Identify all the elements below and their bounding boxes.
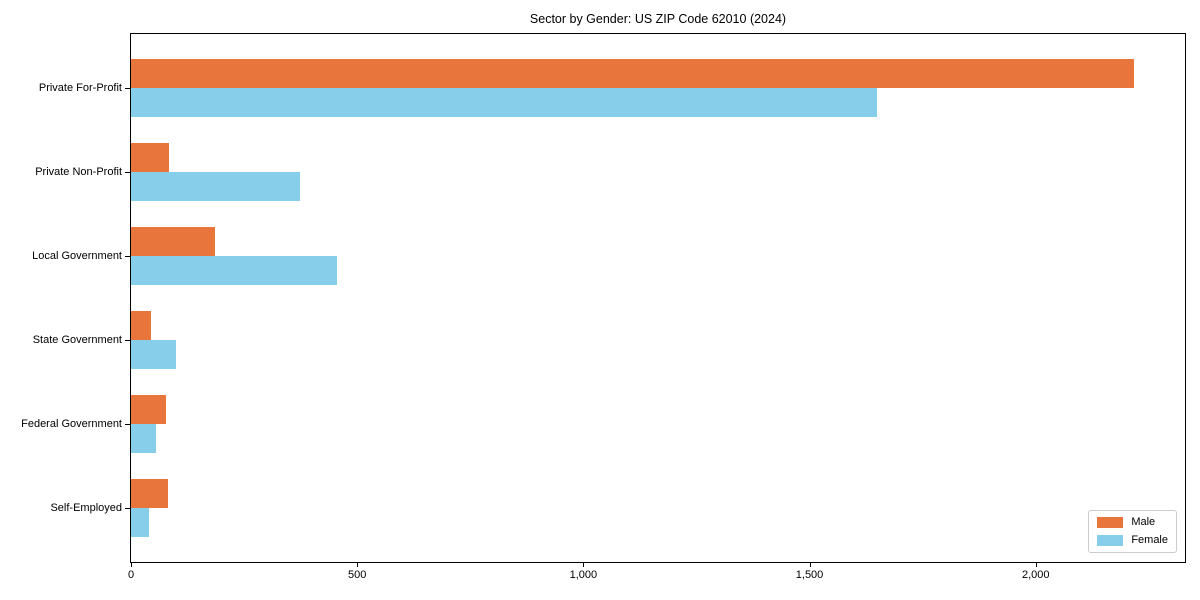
- female-bar-private-for-profit: [131, 88, 877, 117]
- legend-label-female: Female: [1131, 534, 1168, 546]
- x-axis-tick: [1035, 563, 1037, 567]
- female-bar-self-employed: [131, 508, 150, 537]
- x-axis-tick-label: 0: [127, 569, 135, 581]
- male-bar-private-non-profit: [131, 143, 169, 172]
- y-axis-tick: [125, 256, 130, 257]
- y-axis-label-private-for-profit: Private For-Profit: [38, 82, 122, 94]
- legend: Male Female: [1088, 510, 1177, 553]
- x-axis-tick: [809, 563, 811, 567]
- x-axis-tick-label: 1,000: [569, 569, 598, 581]
- x-axis-tick: [131, 563, 132, 567]
- y-axis-label-private-non-profit: Private Non-Profit: [35, 166, 122, 178]
- y-axis-label-self-employed: Self-Employed: [50, 502, 122, 514]
- female-bar-local-government: [131, 256, 338, 285]
- male-bar-federal-government: [131, 395, 166, 424]
- x-axis-tick: [583, 563, 585, 567]
- x-axis-tick-label: 500: [347, 569, 367, 581]
- x-axis-tick: [357, 563, 359, 567]
- legend-item-male: Male: [1097, 516, 1168, 529]
- male-bar-state-government: [131, 311, 151, 340]
- male-bar-local-government: [131, 227, 216, 256]
- x-axis-tick-label: 2,000: [1021, 569, 1050, 581]
- y-axis-tick: [125, 172, 130, 173]
- y-axis-label-state-government: State Government: [32, 334, 122, 346]
- legend-swatch-male: [1097, 517, 1124, 528]
- chart-title: Sector by Gender: US ZIP Code 62010 (202…: [529, 12, 787, 26]
- legend-swatch-female: [1097, 535, 1124, 546]
- legend-label-male: Male: [1131, 516, 1156, 528]
- y-axis-label-federal-government: Federal Government: [21, 418, 122, 430]
- female-bar-federal-government: [131, 424, 156, 453]
- x-axis-tick-label: 1,500: [795, 569, 824, 581]
- male-bar-self-employed: [131, 479, 168, 508]
- female-bar-state-government: [131, 340, 176, 369]
- y-axis-tick: [125, 508, 130, 509]
- female-bar-private-non-profit: [131, 172, 300, 201]
- legend-item-female: Female: [1097, 534, 1168, 547]
- y-axis-label-local-government: Local Government: [32, 250, 122, 262]
- plot-area: Male Female 0 500 1,000 1,500 2,000: [125, 33, 1186, 581]
- y-axis-tick: [125, 424, 130, 425]
- y-axis-tick: [125, 88, 130, 89]
- y-axis-tick: [125, 340, 130, 341]
- male-bar-private-for-profit: [131, 59, 1134, 88]
